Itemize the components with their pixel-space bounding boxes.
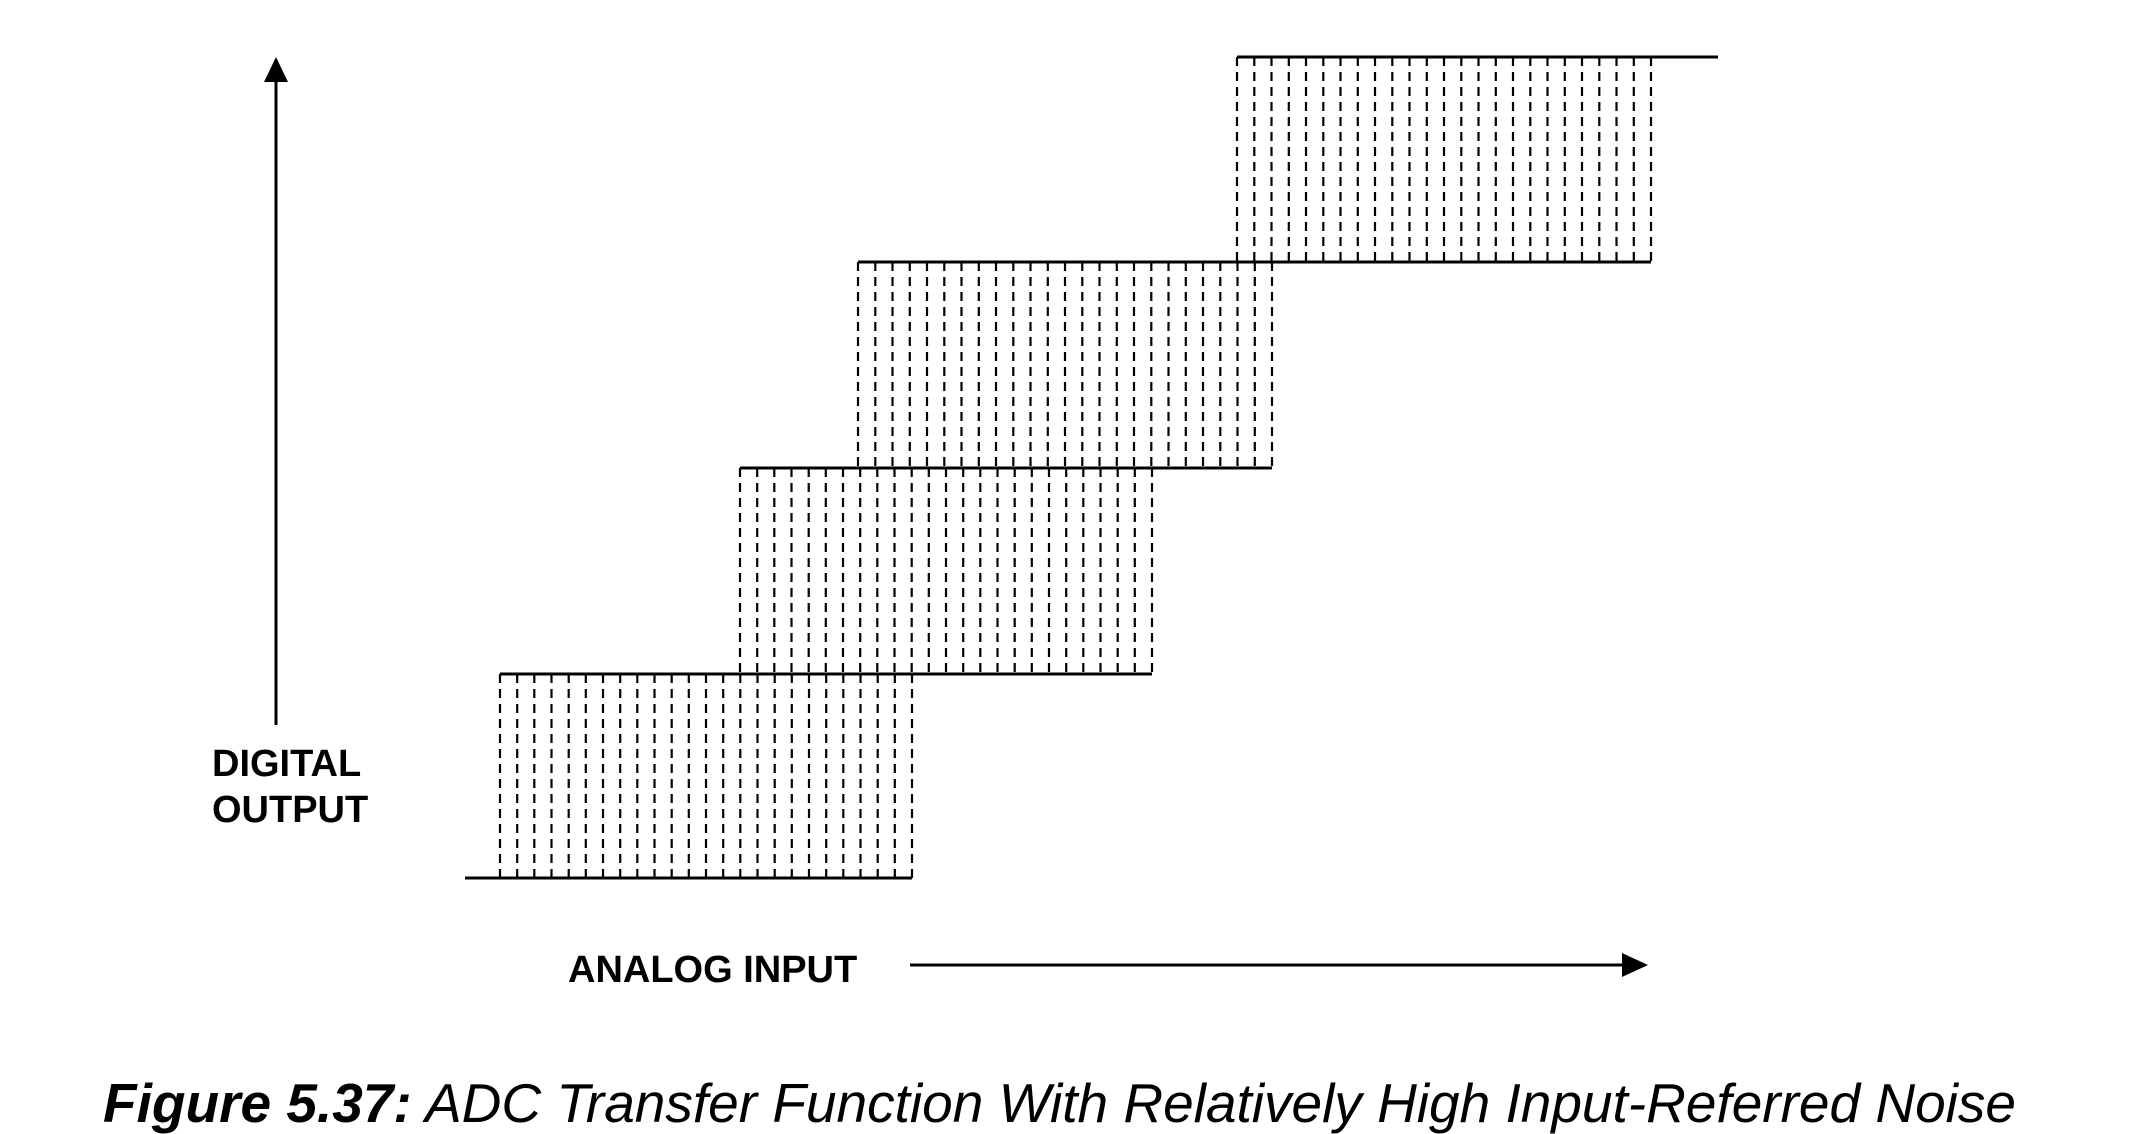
noise-region-4 — [1235, 57, 1653, 262]
x-axis-arrow — [910, 953, 1648, 977]
noise-region-2 — [738, 468, 1154, 674]
y-axis-label-line2: OUTPUT — [212, 789, 368, 831]
transfer-steps — [465, 55, 1718, 880]
x-axis-label: ANALOG INPUT — [568, 949, 857, 991]
y-axis-label-line1: DIGITAL — [212, 743, 361, 785]
noise-region-3 — [856, 262, 1274, 468]
y-axis-arrow — [264, 57, 288, 725]
figure-caption-text: ADC Transfer Function With Relatively Hi… — [412, 1072, 2016, 1134]
noise-region-1 — [498, 674, 914, 878]
noise-hatching — [498, 57, 1653, 878]
figure-caption: Figure 5.37: ADC Transfer Function With … — [103, 1072, 2016, 1134]
figure-number: Figure 5.37: — [103, 1072, 412, 1134]
